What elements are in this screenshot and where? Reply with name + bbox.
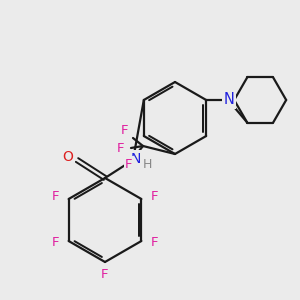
Text: F: F <box>151 236 158 250</box>
Text: H: H <box>142 158 152 172</box>
Text: F: F <box>117 142 125 154</box>
Text: N: N <box>224 92 235 107</box>
Text: F: F <box>52 236 59 250</box>
Text: N: N <box>131 152 141 166</box>
Text: F: F <box>121 124 129 136</box>
Text: F: F <box>125 158 133 170</box>
Text: F: F <box>52 190 59 203</box>
Text: F: F <box>151 190 158 203</box>
Text: F: F <box>101 268 109 281</box>
Text: O: O <box>63 150 74 164</box>
